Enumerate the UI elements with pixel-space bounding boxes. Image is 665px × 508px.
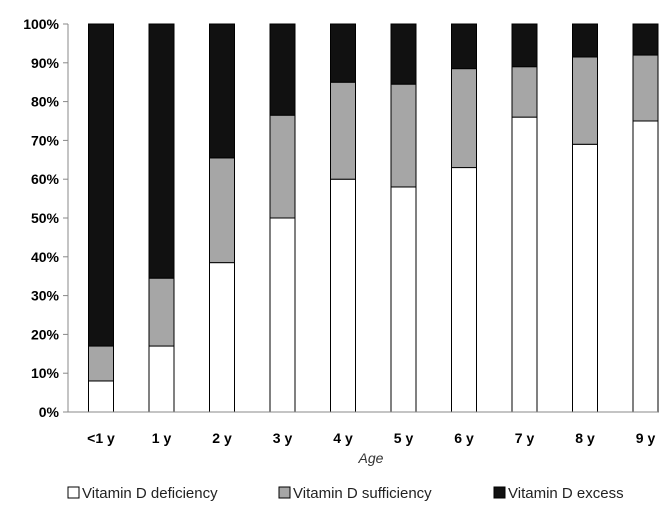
legend-swatch	[278, 486, 291, 499]
bar-segment-vitamin-d-sufficiency	[330, 81, 356, 180]
y-tick-label: 60%	[31, 171, 60, 187]
bar-segment-vitamin-d-deficiency	[451, 167, 477, 413]
bar-segment-vitamin-d-sufficiency	[572, 56, 598, 145]
x-tick-label: 1 y	[152, 430, 172, 446]
legend-label: Vitamin D deficiency	[82, 485, 218, 502]
y-tick-label: 30%	[31, 288, 60, 304]
legend-swatch	[67, 486, 80, 499]
bar-segment-vitamin-d-sufficiency	[451, 68, 477, 169]
bar-segment-vitamin-d-sufficiency	[511, 66, 538, 118]
legend-swatch	[493, 486, 506, 499]
x-axis-title: Age	[358, 450, 384, 466]
bar-segment-vitamin-d-deficiency	[148, 345, 175, 413]
bar-segment-vitamin-d-excess	[572, 23, 598, 58]
y-tick-label: 20%	[31, 326, 60, 342]
bar-segment-vitamin-d-deficiency	[390, 186, 417, 413]
x-tick-label: 7 y	[515, 430, 535, 446]
y-tick-label: 50%	[31, 210, 60, 226]
bar-segment-vitamin-d-excess	[330, 23, 356, 83]
bar-segment-vitamin-d-excess	[511, 23, 538, 68]
y-tick-label: 90%	[31, 55, 60, 71]
x-axis: <1 y 1 y 2 y 3 y 4 y 5 y 6 y 7 y 8 y 9 y	[68, 411, 658, 446]
legend-label: Vitamin D excess	[508, 485, 624, 502]
bar-segment-vitamin-d-deficiency	[88, 380, 114, 413]
x-tick-label: 8 y	[575, 430, 595, 446]
bar-segment-vitamin-d-excess	[209, 23, 235, 159]
bar-segment-vitamin-d-excess	[632, 23, 659, 56]
x-tick-label: 2 y	[212, 430, 232, 446]
bar-segment-vitamin-d-excess	[88, 23, 114, 347]
y-tick-label: 40%	[31, 249, 60, 265]
y-tick-label: 100%	[23, 16, 59, 32]
x-tick-label: 6 y	[454, 430, 474, 446]
y-axis: 0% 10% 20% 30% 40% 50% 60% 70% 80% 90% 100%	[23, 16, 69, 420]
bar-segment-vitamin-d-deficiency	[209, 262, 235, 413]
bar-segment-vitamin-d-excess	[451, 23, 477, 70]
bar-segment-vitamin-d-sufficiency	[632, 54, 659, 122]
bar-segment-vitamin-d-deficiency	[269, 217, 296, 413]
y-tick-label: 80%	[31, 94, 60, 110]
x-tick-label: 5 y	[394, 430, 414, 446]
bar-segment-vitamin-d-sufficiency	[209, 157, 235, 264]
x-tick-label: 4 y	[333, 430, 353, 446]
x-tick-label: <1 y	[87, 430, 115, 446]
bar-segment-vitamin-d-sufficiency	[269, 114, 296, 219]
x-tick-label: 3 y	[273, 430, 293, 446]
bar-segment-vitamin-d-excess	[390, 23, 417, 85]
bar-segment-vitamin-d-excess	[269, 23, 296, 116]
bar-segment-vitamin-d-sufficiency	[390, 83, 417, 188]
y-tick-label: 10%	[31, 365, 60, 381]
y-tick-label: 70%	[31, 132, 60, 148]
bar-segment-vitamin-d-excess	[148, 23, 175, 279]
x-tick-label: 9 y	[636, 430, 656, 446]
legend: Vitamin D deficiency Vitamin D sufficienc…	[67, 485, 624, 502]
bar-segment-vitamin-d-sufficiency	[148, 277, 175, 347]
bars-group	[88, 23, 659, 413]
legend-label: Vitamin D sufficiency	[293, 485, 432, 502]
bar-segment-vitamin-d-deficiency	[572, 143, 598, 413]
bar-segment-vitamin-d-deficiency	[330, 178, 356, 413]
bar-segment-vitamin-d-deficiency	[632, 120, 659, 413]
bar-segment-vitamin-d-sufficiency	[88, 345, 114, 382]
y-tick-label: 0%	[39, 404, 60, 420]
bar-segment-vitamin-d-deficiency	[511, 116, 538, 413]
